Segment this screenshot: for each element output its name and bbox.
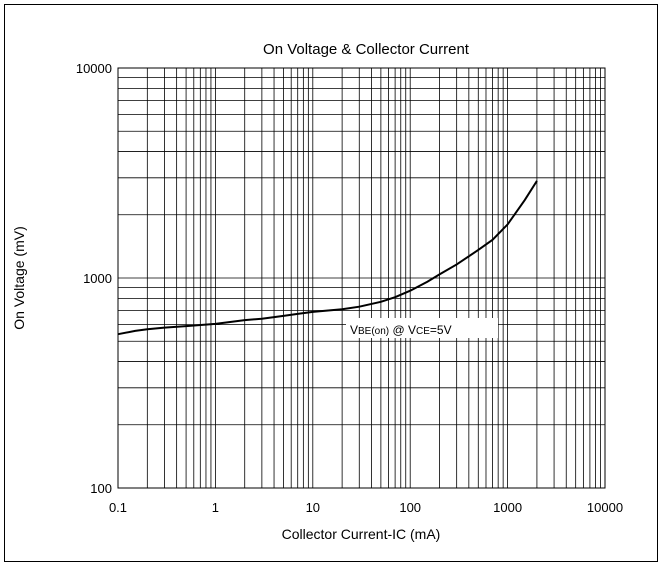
data-point <box>507 223 509 225</box>
x-tick-label: 10000 <box>587 500 623 515</box>
data-point <box>380 301 382 303</box>
x-axis-label: Collector Current-IC (mA) <box>282 526 441 542</box>
y-tick-label: 10000 <box>76 61 112 76</box>
curve-annotation: VBE(on) @ VCE=5V <box>346 318 498 338</box>
data-point <box>244 319 246 321</box>
annotation-sub-ce: CE <box>416 326 430 337</box>
data-point <box>536 180 538 182</box>
data-point <box>163 327 165 329</box>
data-point <box>426 281 428 283</box>
annotation-v1: V <box>350 323 358 337</box>
x-tick-label: 1000 <box>493 500 522 515</box>
x-tick-label: 0.1 <box>109 500 127 515</box>
chart-title: On Voltage & Collector Current <box>263 41 470 58</box>
series-points <box>117 180 538 335</box>
data-point <box>146 328 148 330</box>
data-point <box>456 263 458 265</box>
data-point <box>439 273 441 275</box>
y-tick-label: 100 <box>90 481 112 496</box>
y-axis-label: On Voltage (mV) <box>11 226 27 330</box>
data-point <box>409 290 411 292</box>
data-point <box>394 296 396 298</box>
data-point <box>214 323 216 325</box>
chart-frame <box>4 4 658 562</box>
data-point <box>312 311 314 313</box>
annotation-text: VBE(on) @ VCE=5V <box>350 323 452 337</box>
annotation-at-v: @ V <box>389 323 416 337</box>
data-point <box>341 308 343 310</box>
x-axis-ticks: 0.1 1 10 100 1000 10000 <box>109 500 623 515</box>
data-point <box>261 318 263 320</box>
series-line-vbe-on <box>117 180 538 336</box>
x-tick-label: 10 <box>306 500 320 515</box>
y-tick-label: 1000 <box>83 271 112 286</box>
annotation-background <box>346 318 498 338</box>
data-point <box>492 239 494 241</box>
data-point <box>524 199 526 201</box>
y-axis-ticks: 100 1000 10000 <box>76 61 112 496</box>
annotation-value: =5V <box>430 323 452 337</box>
data-point <box>282 315 284 317</box>
data-point <box>117 333 119 335</box>
data-point <box>358 306 360 308</box>
x-tick-label: 1 <box>212 500 219 515</box>
data-point <box>134 330 136 332</box>
x-tick-label: 100 <box>399 500 421 515</box>
data-point <box>185 325 187 327</box>
grid <box>118 68 605 488</box>
data-point <box>297 313 299 315</box>
data-point <box>477 249 479 251</box>
plot-area <box>117 67 606 489</box>
annotation-sub-be-on: BE(on) <box>358 326 389 337</box>
